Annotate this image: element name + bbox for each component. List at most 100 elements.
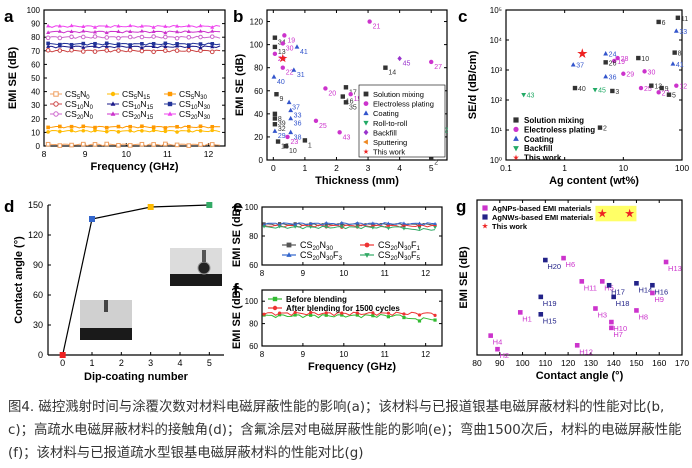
point-marker [674,83,679,88]
point-8: 8 [272,111,282,123]
legend-label-part: CS [179,89,191,99]
point-27: 27 [656,90,670,97]
point-marker [603,60,608,65]
point-marker [337,130,342,135]
x-tick-label: 9 [83,149,88,159]
data-point [147,204,154,210]
y-tick-label: 30 [33,320,43,330]
data-point [293,310,297,315]
point-label: H7 [613,330,623,339]
y-tick-label: 10⁵ [490,6,502,15]
legend-label-part: N [80,89,86,99]
point-marker [294,44,300,49]
y-tick-label: 90 [33,260,43,270]
panel-d: d 0 30 60 90 120 150 0 1 2 3 4 5 Dip-coating number Co… [4,197,224,383]
data-point [210,42,215,46]
data-point [104,35,110,40]
point-marker [282,33,287,38]
y-axis-label: EMI SE (dB) [234,54,246,117]
legend-label-part: 10 [77,105,84,111]
legend-label: Solution mixing [524,116,584,125]
point-marker [642,69,647,74]
data-point [45,47,51,53]
point-marker [663,259,669,265]
y-axis-label: Contact angle (°) [13,236,25,324]
x-tick-label: 10 [339,350,348,359]
legend-label-part: N [140,109,146,119]
point-30: 30 [280,41,294,52]
point-14: 14 [383,65,396,77]
y-tick-label: 50 [31,74,40,83]
point-22: 22 [280,65,294,77]
point-label: 23 [291,139,299,146]
point-12: 12 [674,83,687,91]
point-marker [603,51,609,56]
data-point [45,141,51,147]
data-point [175,23,180,28]
data-point [151,25,156,29]
point-marker [675,15,681,20]
droplet-inset-image [170,248,222,286]
legend-label-part: 20 [391,255,399,262]
x-tick-label: 8 [260,269,265,278]
legend-label: CS5N15 [122,89,151,101]
point-marker [592,87,598,93]
data-point [340,225,344,229]
figure-caption: 图4. 磁控溅射时间与涂覆次数对材料电磁屏蔽性能的影响(a)；该材料与已报道银基… [8,400,682,461]
data-point [163,129,168,134]
series-cs10n30 [46,41,221,47]
x-tick-label: 8 [42,149,47,159]
point-label: 28 [621,56,629,63]
y-tick-label: 20 [254,133,263,142]
point-label: 3 [615,89,619,96]
point-this-work [597,208,607,218]
point-marker [397,55,402,62]
point-this-work [625,208,635,218]
point-h14: H14 [634,281,652,294]
data-point [104,41,109,46]
data-point [209,49,215,55]
point-marker [672,50,677,55]
data-point [340,220,344,225]
data-point [93,41,97,46]
x-tick-label: 120 [561,358,575,368]
data-point [198,42,203,46]
legend-label: CS10N30 [179,99,211,111]
x-tick-label: 100 [675,163,689,173]
x-tick-label: 11 [163,149,172,159]
y-tick-label: 100 [245,203,259,212]
point-32: 32 [272,122,286,133]
point-marker [429,155,434,160]
point-h12: H12 [574,343,593,356]
data-point [151,41,156,46]
data-point [163,48,168,53]
point-label: H15 [543,316,557,325]
x-tick-label: 9 [301,269,306,278]
point-label: H12 [579,347,593,356]
point-41: 41 [294,44,308,56]
legend-label-part: 20 [313,255,321,262]
point-label: 22 [286,70,294,77]
x-axis-label: Frequency (GHz) [90,161,178,173]
point-marker [495,346,500,352]
data-point [116,23,121,28]
data-point [340,313,344,317]
legend-marker [363,120,369,126]
legend-marker [513,154,519,161]
data-point [128,128,132,133]
legend-entry-after-blending-for-1500-cycles: After blending for 1500 cycles [268,304,400,313]
point-33: 33 [288,107,302,119]
data-point [187,129,191,133]
legend-entry-this-work: This work [482,222,528,231]
data-point [139,28,144,33]
legend-label-part: N [197,99,203,109]
data-point [386,311,391,315]
point-label: 8 [678,51,682,58]
x-tick-label: 140 [607,358,621,368]
data-point [151,128,156,133]
data-point [58,42,62,47]
data-point [69,124,74,129]
data-point [210,128,215,133]
legend-marker [482,222,488,229]
